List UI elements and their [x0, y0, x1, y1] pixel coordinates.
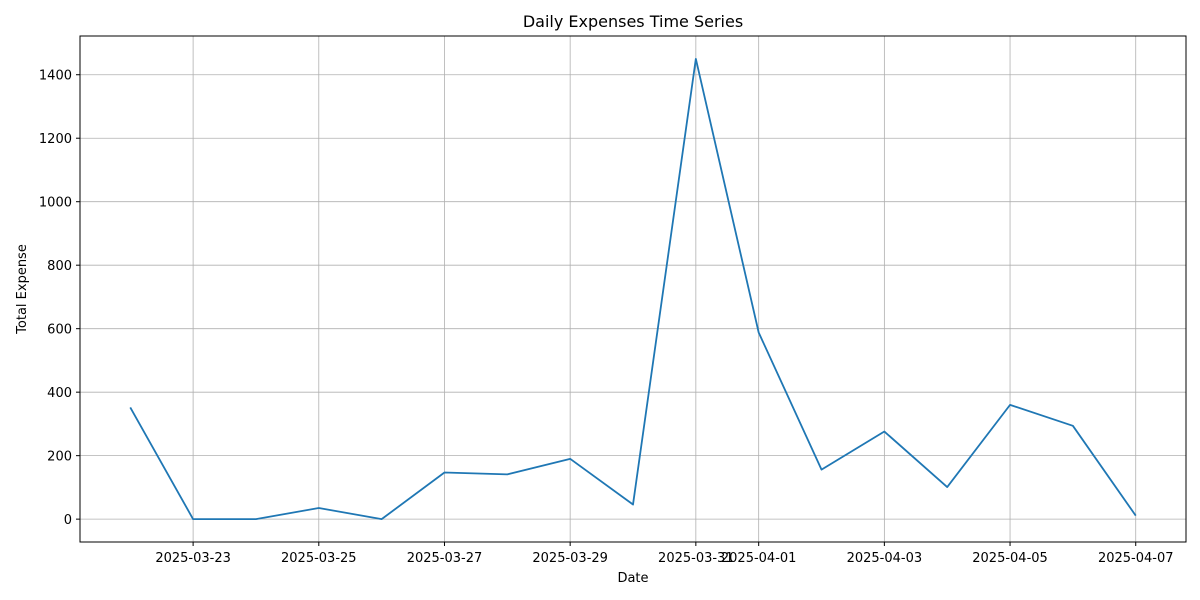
- y-tick-label: 1400: [39, 69, 72, 84]
- y-tick-label: 1200: [39, 132, 72, 147]
- x-tick-label: 2025-04-05: [972, 551, 1048, 566]
- chart-title: Daily Expenses Time Series: [523, 12, 743, 31]
- x-tick-label: 2025-04-03: [847, 551, 923, 566]
- series-line: [129, 57, 1137, 521]
- y-axis-label: Total Expense: [15, 244, 30, 335]
- plot-frame: [79, 35, 1187, 543]
- grid-lines: [80, 36, 1186, 542]
- x-tick-label: 2025-04-07: [1098, 551, 1174, 566]
- x-tick-label: 2025-03-31: [658, 551, 734, 566]
- x-tick-label: 2025-04-01: [721, 551, 797, 566]
- y-tick-label: 0: [64, 513, 72, 528]
- x-tick-label: 2025-03-25: [281, 551, 357, 566]
- y-tick-label: 800: [47, 259, 72, 274]
- y-tick-label: 1000: [39, 196, 72, 211]
- x-axis-ticks: 2025-03-23 2025-03-25 2025-03-27 2025-03-29…: [155, 542, 1174, 566]
- series-layer: [129, 57, 1137, 521]
- y-tick-label: 400: [47, 386, 72, 401]
- x-tick-label: 2025-03-27: [407, 551, 483, 566]
- x-axis-label: Date: [617, 571, 648, 586]
- x-tick-label: 2025-03-23: [155, 551, 231, 566]
- y-axis-ticks: 0 200 400 600 800 1000 1200 1400: [39, 69, 80, 528]
- y-tick-label: 600: [47, 323, 72, 338]
- x-tick-label: 2025-03-29: [532, 551, 608, 566]
- y-tick-label: 200: [47, 450, 72, 465]
